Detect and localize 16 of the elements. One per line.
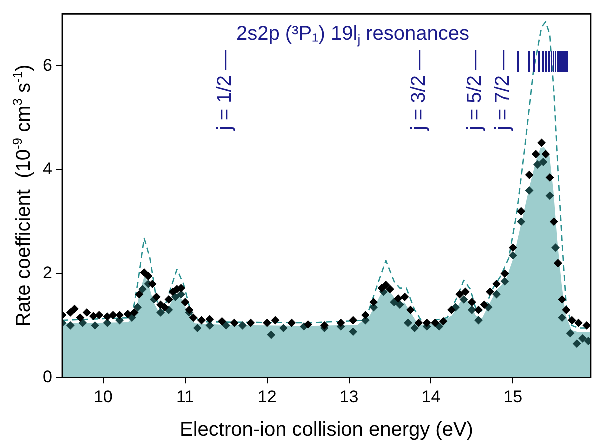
x-tick-label: 13 bbox=[340, 387, 359, 406]
y-tick-label: 6 bbox=[42, 56, 52, 75]
x-tick-label: 12 bbox=[258, 387, 277, 406]
x-tick-label: 10 bbox=[94, 387, 113, 406]
annotation: j = 3/2 — bbox=[408, 50, 430, 132]
y-axis-title: Rate coefficient (10-9 cm3 s-1) bbox=[10, 64, 35, 328]
y-tick-label: 4 bbox=[42, 160, 52, 179]
annotation: j = 5/2 — bbox=[464, 50, 486, 132]
y-tick-label: 0 bbox=[42, 367, 52, 386]
x-tick-label: 15 bbox=[504, 387, 523, 406]
x-tick-label: 14 bbox=[422, 387, 441, 406]
annotation: j = 1/2 — bbox=[214, 50, 236, 132]
x-axis-title: Electron-ion collision energy (eV) bbox=[180, 419, 474, 441]
y-tick-label: 2 bbox=[42, 263, 52, 282]
x-tick-label: 11 bbox=[176, 387, 194, 406]
annotation: j = 7/2 — bbox=[492, 50, 514, 132]
